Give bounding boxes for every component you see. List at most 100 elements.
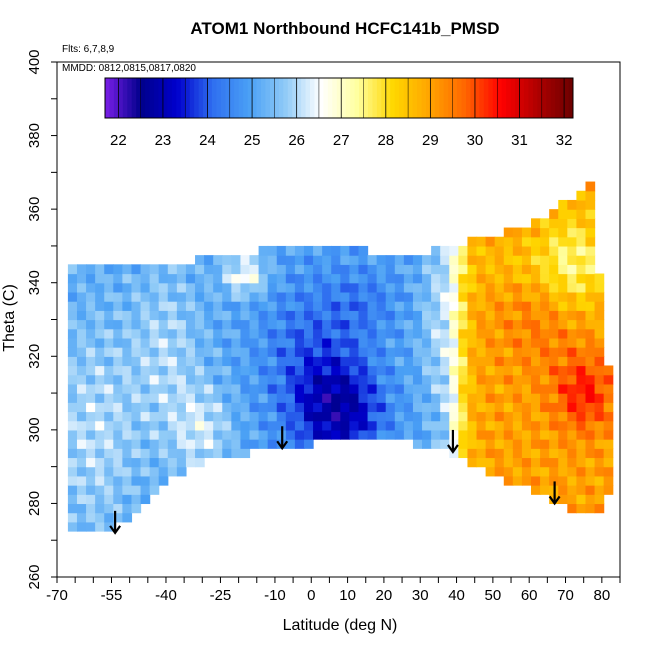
heatmap-cell (195, 319, 205, 330)
heatmap-cell (86, 411, 96, 422)
heatmap-cell (285, 273, 296, 284)
heatmap-cell (313, 356, 323, 367)
heatmap-cell (131, 310, 142, 321)
heatmap-cell (567, 420, 578, 431)
heatmap-cell (149, 273, 160, 284)
heatmap-cell (449, 255, 459, 265)
heatmap-cell (276, 264, 287, 275)
heatmap-cell (558, 448, 568, 459)
heatmap-cell (176, 291, 187, 302)
heatmap-cell (512, 319, 523, 330)
heatmap-cell (476, 429, 487, 440)
heatmap-cell (86, 457, 96, 468)
heatmap-cell (540, 411, 550, 422)
heatmap-cell (494, 439, 505, 449)
heatmap-cell (449, 402, 459, 413)
colorbar-segment (301, 78, 307, 118)
heatmap-cell (258, 310, 269, 321)
heatmap-cell (313, 429, 323, 440)
heatmap-cell (549, 365, 559, 376)
heatmap-cell (540, 245, 550, 256)
heatmap-cell (303, 264, 314, 275)
colorbar-frame (104, 77, 574, 119)
heatmap-cell (403, 356, 414, 367)
heatmap-cell (567, 199, 578, 210)
heatmap-cell (222, 347, 232, 357)
colorbar-segment (466, 78, 471, 118)
heatmap-cell (540, 328, 550, 339)
heatmap-cell (204, 393, 214, 403)
heatmap-cell (358, 356, 369, 367)
heatmap-cell (331, 420, 341, 431)
heatmap-cell (512, 264, 523, 275)
heatmap-cell (367, 310, 378, 321)
heatmap-cell (67, 383, 78, 394)
heatmap-cell (167, 356, 178, 367)
heatmap-cell (485, 374, 496, 385)
heatmap-cell (240, 420, 251, 431)
heatmap-cell (467, 402, 478, 413)
heatmap-cell (104, 448, 114, 459)
heatmap-cell (167, 374, 178, 385)
heatmap-cell (149, 365, 160, 376)
heatmap-cell (494, 310, 505, 321)
heatmap-cell (331, 383, 341, 394)
heatmap-cell (167, 439, 178, 449)
heatmap-cell (576, 319, 587, 330)
heatmap-cell (231, 337, 242, 348)
heatmap-cell (122, 494, 133, 505)
heatmap-cell (521, 319, 532, 330)
heatmap-cell (376, 383, 387, 394)
heatmap-cell (485, 429, 496, 440)
heatmap-cell (322, 411, 332, 422)
heatmap-cell (576, 503, 587, 514)
colorbar-segment (483, 78, 489, 118)
heatmap-cell (394, 264, 405, 275)
heatmap-cell (240, 411, 251, 422)
heatmap-cell (185, 264, 196, 275)
heatmap-cell (167, 383, 178, 394)
heatmap-cell (412, 310, 423, 321)
heatmap-cell (176, 429, 187, 440)
colorbar-segment (390, 78, 396, 118)
heatmap-cell (240, 282, 251, 293)
heatmap-cell (367, 282, 378, 293)
heatmap-cell (258, 291, 269, 302)
heatmap-cell (340, 420, 350, 431)
heatmap-cell (86, 301, 96, 311)
colorbar-segment (350, 78, 356, 118)
heatmap-cell (521, 236, 532, 247)
heatmap-cell (558, 337, 568, 348)
heatmap-cell (422, 282, 432, 293)
heatmap-cell (412, 439, 423, 449)
heatmap-cell (385, 255, 396, 265)
heatmap-cell (86, 282, 96, 293)
heatmap-cell (285, 291, 296, 302)
heatmap-cell (240, 402, 251, 413)
heatmap-cell (231, 383, 242, 394)
heatmap-cell (95, 466, 105, 477)
heatmap-cell (594, 439, 605, 449)
heatmap-cell (394, 393, 405, 403)
heatmap-cell (422, 328, 432, 339)
heatmap-cell (222, 383, 232, 394)
heatmap-cell (485, 439, 496, 449)
heatmap-cell (521, 282, 532, 293)
heatmap-cell (594, 374, 605, 385)
heatmap-cell (476, 273, 487, 284)
colorbar-segment (220, 78, 226, 118)
heatmap-cell (349, 328, 360, 339)
heatmap-cell (195, 264, 205, 275)
heatmap-cell (403, 411, 414, 422)
heatmap-cell (258, 365, 269, 376)
heatmap-cell (113, 503, 123, 514)
heatmap-cell (567, 310, 578, 321)
heatmap-cell (313, 319, 323, 330)
heatmap-cell (385, 319, 396, 330)
heatmap-cell (440, 282, 450, 293)
heatmap-cell (331, 273, 341, 284)
heatmap-cell (213, 402, 223, 413)
heatmap-cell (240, 383, 251, 394)
colorbar-segment (417, 78, 422, 118)
heatmap-cell (467, 356, 478, 367)
